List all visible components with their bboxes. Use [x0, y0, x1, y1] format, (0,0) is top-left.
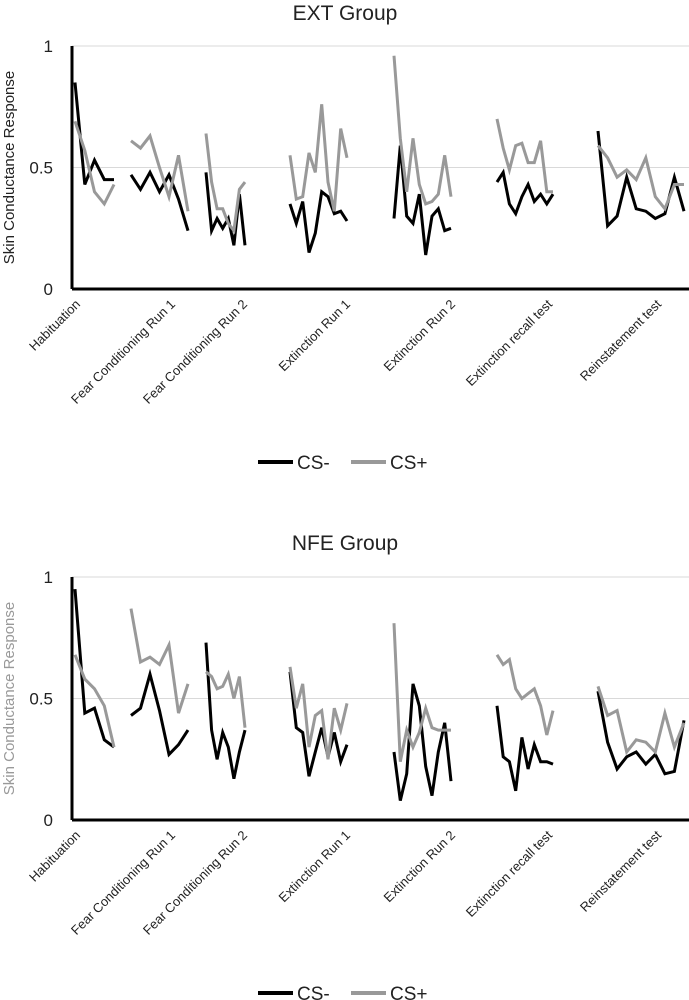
x-category-label: Extinction Run 2	[381, 297, 459, 375]
legend: CS- CS+	[258, 453, 428, 474]
series-csplus-line	[288, 666, 349, 760]
x-category-label: Habituation	[26, 297, 83, 354]
y-axis-label: Skin Conductance Response	[1, 602, 18, 795]
chart-panel-1: EXT Group 0 0.5 1 Skin Conductance Response H…	[1, 2, 689, 474]
series-csplus-line	[288, 104, 349, 212]
series-csplus-line	[596, 685, 686, 756]
x-category-label: Reinstatement test	[577, 827, 665, 915]
series-csminus-line	[495, 168, 555, 218]
y-tick-label: 1	[44, 37, 53, 56]
series-csminus-line	[288, 671, 349, 777]
chart-title: NFE Group	[292, 532, 398, 555]
series-csplus-line	[73, 120, 116, 207]
x-category-label: Extinction recall test	[463, 827, 556, 920]
series-csminus-line	[288, 189, 349, 254]
chart-title: EXT Group	[293, 2, 398, 25]
x-category-label: Extinction Run 1	[276, 828, 354, 906]
legend-label: CS-	[297, 453, 330, 474]
x-category-label: Extinction Run 1	[276, 297, 354, 375]
legend-label: CS+	[390, 453, 428, 474]
y-tick-label: 0	[44, 811, 53, 830]
x-category-label: Reinstatement test	[577, 296, 665, 384]
chart-panel-2: NFE Group 0 0.5 1 Skin Conductance Response H…	[1, 532, 689, 1000]
y-tick-label: 1	[44, 568, 53, 587]
series-csminus-line	[495, 705, 554, 792]
x-category-label: Extinction recall test	[463, 296, 556, 389]
y-tick-label: 0.5	[29, 159, 53, 178]
y-tick-label: 0.5	[29, 690, 53, 709]
series-csminus-line	[596, 130, 686, 230]
legend: CS- CS+	[258, 984, 428, 1000]
series-csminus-line	[73, 82, 114, 186]
x-category-label: Extinction Run 2	[381, 828, 459, 906]
series-csminus-line	[392, 145, 452, 256]
series-csplus-line	[596, 144, 684, 212]
legend-label: CS-	[297, 984, 330, 1000]
series-csminus-line	[596, 690, 686, 776]
series-csplus-line	[204, 133, 247, 235]
x-category-label: Habituation	[26, 828, 83, 885]
y-tick-label: 0	[44, 280, 53, 299]
series-csplus-line	[495, 653, 555, 736]
series-csplus-line	[129, 608, 190, 714]
series-csminus-line	[204, 642, 247, 780]
series-csplus-line	[205, 669, 247, 728]
series-csminus-line	[129, 169, 190, 232]
y-axis-label: Skin Conductance Response	[1, 71, 18, 264]
series-csplus-line	[130, 132, 190, 212]
series-csplus-line	[392, 623, 451, 762]
series-csminus-line	[130, 668, 190, 758]
series-csminus-line	[392, 683, 453, 801]
legend-label: CS+	[390, 984, 428, 1000]
series-csplus-line	[392, 55, 453, 206]
series-csplus-line	[73, 654, 116, 748]
series-csplus-line	[495, 118, 553, 194]
